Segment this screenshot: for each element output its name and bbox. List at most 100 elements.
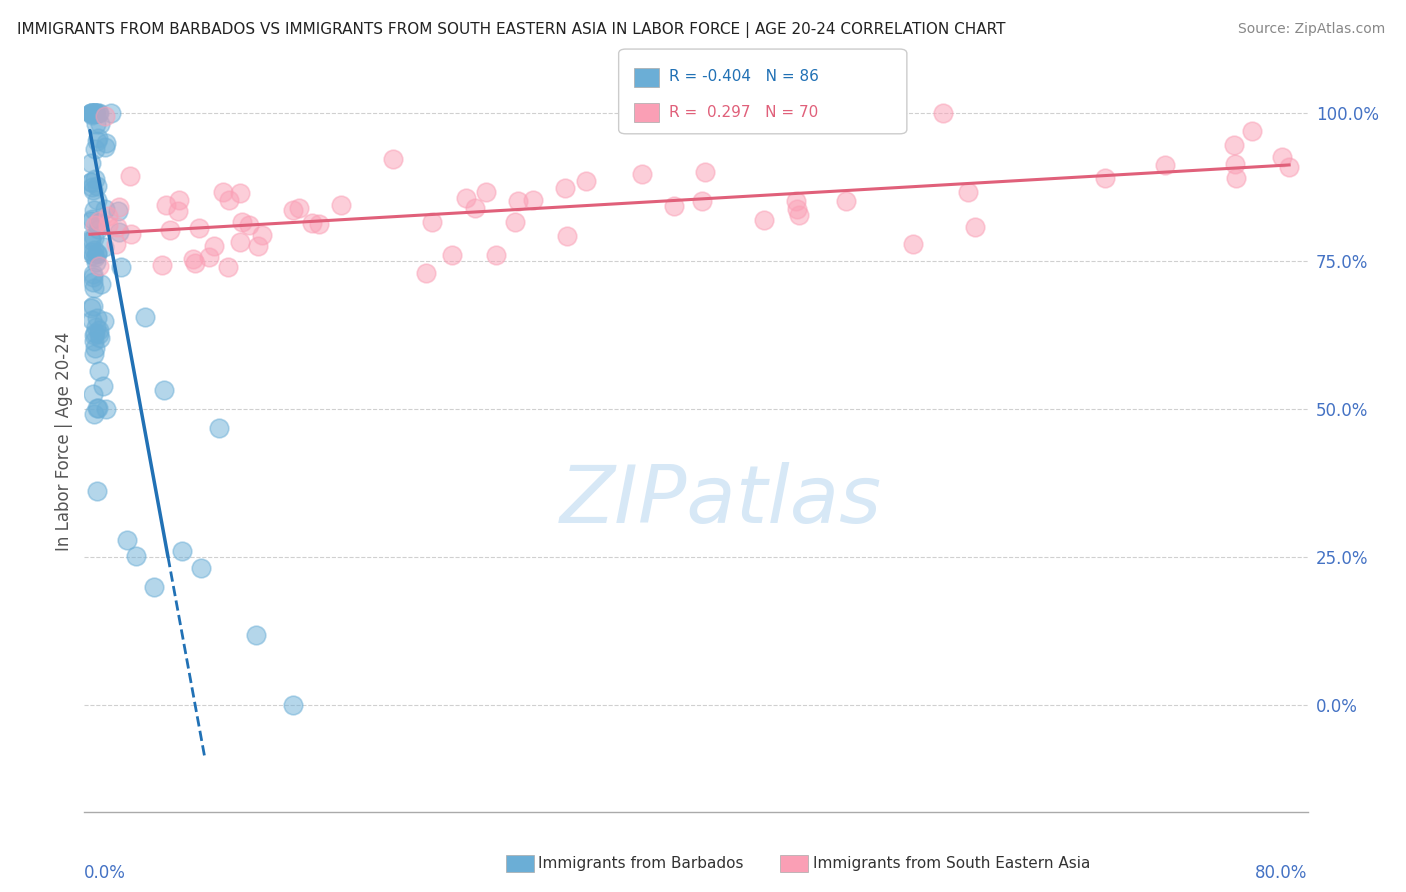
Text: Immigrants from Barbados: Immigrants from Barbados bbox=[538, 856, 744, 871]
Point bbox=[86, 401, 108, 415]
Point bbox=[89, 216, 111, 230]
Point bbox=[693, 165, 716, 179]
Point bbox=[956, 185, 979, 199]
Point bbox=[167, 193, 190, 207]
Point bbox=[80, 245, 103, 260]
Point bbox=[86, 193, 108, 207]
Point bbox=[1154, 158, 1177, 172]
Point bbox=[229, 186, 252, 200]
Point bbox=[901, 236, 924, 251]
Text: 0.0%: 0.0% bbox=[84, 863, 127, 881]
Point bbox=[281, 698, 304, 712]
Point bbox=[89, 214, 111, 228]
Point bbox=[93, 140, 115, 154]
Point bbox=[89, 326, 111, 341]
Point bbox=[108, 226, 131, 240]
Point bbox=[84, 320, 107, 334]
Point bbox=[1278, 160, 1301, 174]
Point bbox=[82, 299, 104, 313]
Point bbox=[86, 245, 108, 260]
Point bbox=[80, 233, 103, 247]
Point bbox=[187, 221, 209, 235]
Point bbox=[932, 105, 955, 120]
Point bbox=[87, 105, 110, 120]
Point bbox=[752, 212, 775, 227]
Point bbox=[1225, 157, 1247, 171]
Point bbox=[100, 105, 122, 120]
Point bbox=[80, 155, 103, 169]
Point bbox=[84, 255, 107, 269]
Point bbox=[172, 544, 194, 558]
Point bbox=[97, 210, 120, 224]
Point bbox=[90, 277, 112, 291]
Text: 80.0%: 80.0% bbox=[1256, 863, 1308, 881]
Point bbox=[84, 341, 107, 355]
Point bbox=[143, 580, 166, 594]
Point bbox=[184, 256, 207, 270]
Point bbox=[440, 248, 463, 262]
Point bbox=[83, 143, 105, 157]
Point bbox=[80, 214, 103, 228]
Point bbox=[835, 194, 858, 208]
Point bbox=[83, 281, 105, 295]
Point bbox=[197, 251, 219, 265]
Point bbox=[381, 152, 404, 166]
Point bbox=[80, 301, 103, 315]
Point bbox=[84, 105, 107, 120]
Point bbox=[82, 386, 104, 401]
Point bbox=[87, 221, 110, 235]
Point bbox=[86, 179, 108, 194]
Point bbox=[80, 105, 103, 120]
Point bbox=[89, 331, 111, 345]
Point bbox=[662, 199, 685, 213]
Point bbox=[94, 202, 117, 216]
Point bbox=[181, 252, 204, 266]
Text: Immigrants from South Eastern Asia: Immigrants from South Eastern Asia bbox=[813, 856, 1090, 871]
Point bbox=[152, 383, 174, 397]
Point bbox=[107, 200, 129, 214]
Point bbox=[1241, 123, 1264, 137]
Point bbox=[104, 237, 127, 252]
Point bbox=[83, 202, 105, 217]
Point bbox=[301, 216, 323, 230]
Point bbox=[330, 198, 353, 212]
Point bbox=[247, 239, 270, 253]
Point bbox=[190, 560, 212, 574]
Point bbox=[80, 105, 103, 120]
Point bbox=[83, 334, 105, 348]
Point bbox=[238, 219, 260, 233]
Text: Source: ZipAtlas.com: Source: ZipAtlas.com bbox=[1237, 22, 1385, 37]
Point bbox=[789, 208, 811, 222]
Point bbox=[93, 314, 115, 328]
Point bbox=[93, 240, 115, 254]
Point bbox=[94, 401, 117, 416]
Point bbox=[420, 214, 443, 228]
Point bbox=[93, 109, 115, 123]
Y-axis label: In Labor Force | Age 20-24: In Labor Force | Age 20-24 bbox=[55, 332, 73, 551]
Point bbox=[505, 215, 527, 229]
Point bbox=[87, 401, 110, 416]
Point bbox=[250, 228, 273, 243]
Point bbox=[83, 244, 105, 258]
Point bbox=[288, 201, 311, 215]
Point bbox=[485, 248, 508, 262]
Point bbox=[464, 202, 486, 216]
Point bbox=[575, 174, 598, 188]
Point bbox=[167, 204, 190, 219]
Point bbox=[120, 227, 142, 242]
Point bbox=[84, 105, 107, 120]
Point bbox=[631, 167, 654, 181]
Point bbox=[245, 628, 267, 642]
Point bbox=[231, 215, 253, 229]
Point bbox=[83, 347, 105, 361]
Point bbox=[522, 193, 544, 207]
Point bbox=[786, 202, 808, 216]
Point bbox=[86, 246, 108, 260]
Point bbox=[86, 134, 108, 148]
Point bbox=[89, 117, 111, 131]
Point bbox=[1271, 150, 1294, 164]
Point bbox=[84, 250, 107, 264]
Point bbox=[204, 239, 226, 253]
Point bbox=[87, 131, 110, 145]
Point bbox=[84, 326, 107, 340]
